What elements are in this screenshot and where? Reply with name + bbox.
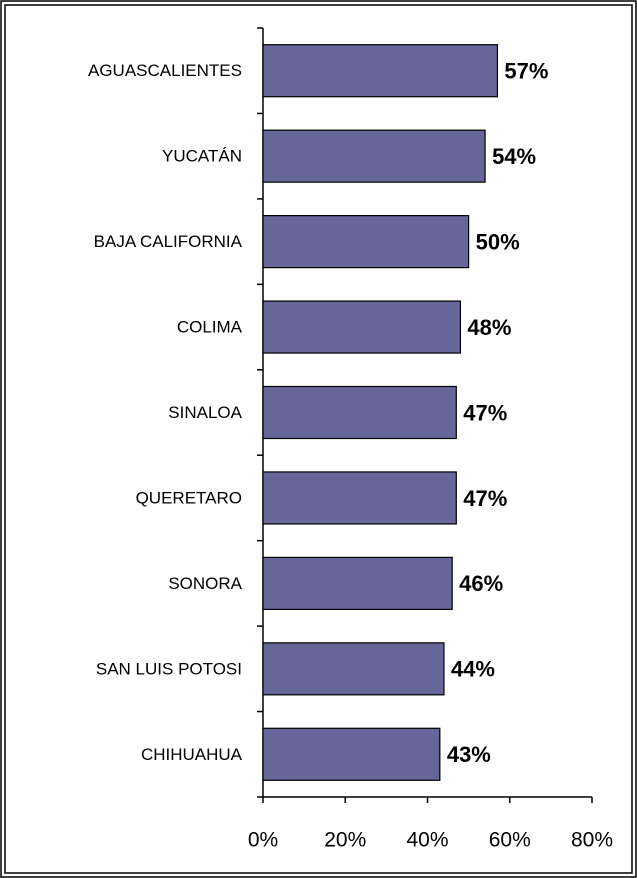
- value-label: 57%: [504, 59, 548, 84]
- value-label: 43%: [447, 742, 491, 767]
- bar: [262, 727, 441, 781]
- category-label: SONORA: [168, 574, 242, 593]
- bar: [262, 215, 470, 269]
- category-label: COLIMA: [177, 318, 243, 337]
- value-label: 44%: [451, 657, 495, 682]
- value-label: 54%: [492, 144, 536, 169]
- category-label: SAN LUIS POTOSI: [96, 659, 242, 678]
- value-label: 46%: [459, 571, 503, 596]
- bar: [262, 300, 461, 354]
- category-label: CHIHUAHUA: [141, 745, 243, 764]
- bar: [262, 471, 457, 525]
- category-label: YUCATÁN: [162, 147, 242, 166]
- x-tick-label: 20%: [324, 829, 366, 852]
- value-label: 50%: [476, 229, 520, 254]
- value-label: 47%: [463, 486, 507, 511]
- x-tick-label: 80%: [571, 829, 613, 852]
- value-label: 47%: [463, 400, 507, 425]
- x-tick-label: 40%: [406, 829, 448, 852]
- category-label: SINALOA: [168, 403, 242, 422]
- x-tick-label: 0%: [248, 829, 278, 852]
- category-label: BAJA CALIFORNIA: [94, 232, 243, 251]
- category-label: AGUASCALIENTES: [88, 61, 242, 80]
- bar: [262, 385, 457, 440]
- bar: [262, 129, 486, 183]
- x-tick-label: 60%: [489, 829, 531, 852]
- inner-frame: [4, 4, 633, 874]
- value-label: 48%: [467, 315, 511, 340]
- bar: [262, 556, 453, 610]
- bar: [262, 642, 445, 696]
- category-label: QUERETARO: [136, 488, 242, 507]
- bar: [262, 44, 499, 98]
